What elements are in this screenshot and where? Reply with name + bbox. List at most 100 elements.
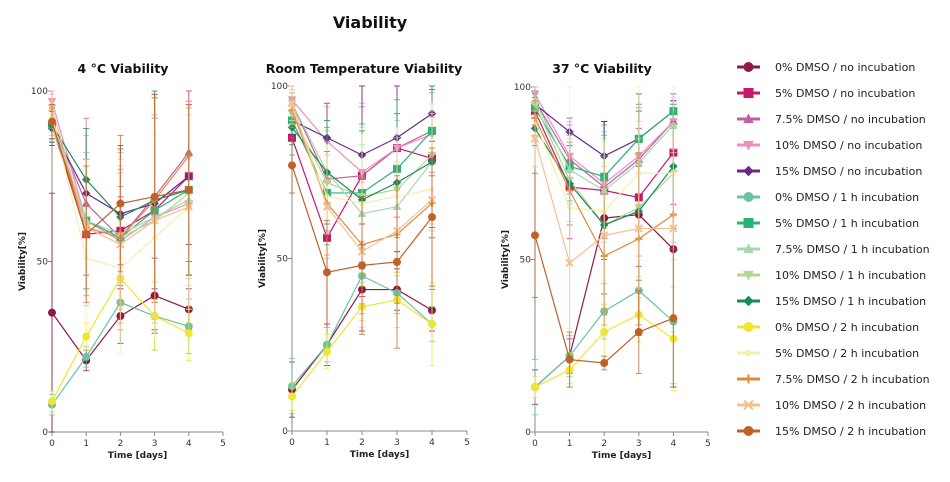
series-15: [288, 137, 436, 349]
data-point: [634, 224, 644, 233]
legend-label: 10% DMSO / 1 h incubation: [775, 269, 926, 282]
data-point: [428, 320, 436, 329]
x-tick-label: 4: [186, 439, 192, 449]
data-point: [48, 397, 56, 406]
legend-label: 15% DMSO / no incubation: [775, 165, 922, 178]
data-point: [565, 258, 574, 268]
data-point: [184, 185, 193, 194]
legend-item: 15% DMSO / 2 h incubation: [737, 425, 926, 438]
y-axis-label: Viability[%]: [501, 230, 511, 289]
y-tick-label: 50: [37, 258, 49, 268]
x-tick-label: 4: [671, 439, 677, 449]
legend-label: 15% DMSO / 1 h incubation: [775, 295, 926, 308]
series-15: [48, 93, 193, 303]
x-tick-label: 0: [49, 439, 55, 449]
legend-item: 15% DMSO / no incubation: [737, 165, 922, 178]
data-point: [323, 347, 331, 356]
x-tick-label: 1: [324, 438, 330, 448]
legend-item: 0% DMSO / no incubation: [737, 61, 915, 74]
data-point: [530, 134, 540, 143]
legend-label: 7.5% DMSO / 1 h incubation: [775, 243, 930, 256]
legend-marker-icon: [744, 374, 753, 384]
x-tick-label: 4: [429, 438, 435, 448]
data-point: [600, 327, 609, 336]
x-tick-label: 2: [601, 439, 607, 449]
data-point: [288, 392, 296, 401]
legend-marker-icon: [743, 295, 754, 307]
data-point: [48, 117, 56, 126]
y-tick-label: 0: [282, 427, 288, 437]
data-point: [669, 314, 678, 323]
legend-label: 5% DMSO / 2 h incubation: [775, 347, 919, 360]
data-point: [428, 213, 436, 222]
legend-label: 10% DMSO / 2 h incubation: [775, 399, 926, 412]
x-tick-label: 5: [464, 438, 470, 448]
panel-title: 37 °C Viability: [552, 61, 652, 76]
legend-marker-icon: [743, 88, 754, 98]
data-point: [531, 231, 539, 240]
legend-label: 10% DMSO / no incubation: [775, 139, 922, 152]
legend-item: 5% DMSO / no incubation: [737, 87, 915, 100]
legend-item: 10% DMSO / 2 h incubation: [737, 399, 926, 412]
legend-item: 5% DMSO / 2 h incubation: [737, 347, 919, 360]
data-point: [358, 261, 366, 270]
data-point: [323, 268, 331, 277]
legend-marker-icon: [743, 399, 754, 411]
x-axis-label: Time [days]: [108, 451, 168, 461]
data-point: [48, 308, 56, 317]
legend-marker-icon: [743, 113, 754, 124]
legend-item: 7.5% DMSO / no incubation: [737, 113, 926, 126]
legend-label: 0% DMSO / 2 h incubation: [775, 321, 919, 334]
data-point: [565, 355, 574, 364]
data-point: [600, 359, 609, 367]
legend-item: 10% DMSO / 1 h incubation: [737, 269, 926, 282]
y-tick-label: 100: [514, 83, 531, 93]
x-tick-label: 0: [289, 438, 295, 448]
legend-item: 10% DMSO / no incubation: [737, 139, 922, 152]
data-point: [150, 192, 159, 201]
data-point: [116, 199, 125, 208]
x-tick-label: 3: [152, 439, 158, 449]
legend: 0% DMSO / no incubation 5% DMSO / no incu…: [737, 61, 930, 438]
legend-label: 7.5% DMSO / no incubation: [775, 113, 926, 126]
x-axis-label: Time [days]: [592, 451, 652, 461]
data-point: [82, 230, 91, 239]
x-axis-label: Time [days]: [350, 450, 410, 460]
legend-item: 5% DMSO / 1 h incubation: [737, 217, 919, 230]
legend-marker-icon: [743, 426, 754, 436]
y-tick-label: 100: [271, 82, 288, 92]
panel-title: 4 °C Viability: [78, 61, 169, 76]
legend-marker-icon: [743, 243, 754, 254]
legend-marker-icon: [743, 165, 754, 177]
panel-title: Room Temperature Viability: [266, 61, 463, 76]
data-point: [82, 332, 91, 341]
legend-item: 7.5% DMSO / 1 h incubation: [737, 243, 930, 256]
x-tick-label: 2: [359, 438, 365, 448]
data-point: [393, 257, 401, 266]
main-title: Viability: [333, 13, 408, 32]
legend-marker-icon: [745, 349, 752, 357]
y-tick-label: 50: [520, 256, 532, 266]
legend-item: 15% DMSO / 1 h incubation: [737, 295, 926, 308]
y-tick-label: 0: [525, 428, 531, 438]
data-point: [82, 352, 91, 361]
y-tick-label: 50: [277, 255, 289, 265]
data-point: [599, 231, 609, 240]
y-axis-label: Viability[%]: [18, 232, 28, 291]
legend-marker-icon: [743, 192, 754, 202]
legend-label: 15% DMSO / 2 h incubation: [775, 425, 926, 438]
x-tick-label: 1: [83, 439, 89, 449]
legend-marker-icon: [743, 140, 754, 151]
legend-marker-icon: [743, 62, 754, 72]
data-point: [287, 99, 297, 108]
x-tick-label: 1: [567, 439, 573, 449]
data-point: [531, 383, 539, 392]
data-point: [634, 327, 643, 336]
legend-marker-icon: [743, 218, 754, 228]
y-tick-label: 100: [31, 87, 48, 97]
legend-label: 7.5% DMSO / 2 h incubation: [775, 373, 930, 386]
legend-label: 0% DMSO / no incubation: [775, 61, 915, 74]
